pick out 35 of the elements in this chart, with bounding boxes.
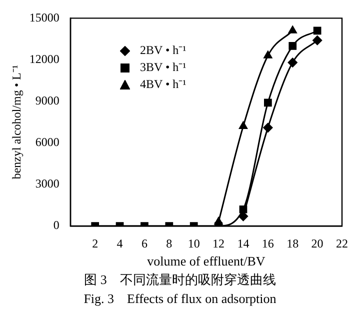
point: [264, 98, 272, 107]
caption: 图 3 不同流量时的吸附穿透曲线: [83, 271, 277, 289]
x-tick-label: 18: [286, 236, 299, 250]
point: [288, 58, 298, 68]
point: [288, 42, 297, 50]
x-axis-title: volume of effluent/BV: [147, 254, 266, 269]
point: [313, 26, 322, 35]
legend-label: 2BV • h⁻¹: [140, 42, 186, 59]
x-tick-label: 8: [166, 236, 172, 250]
y-axis-title: benzyl alcohol/mg • L⁻¹: [9, 64, 24, 180]
point: [312, 36, 322, 46]
y-tick-label: 6000: [35, 135, 60, 150]
x-tick-label: 20: [311, 236, 324, 250]
point: [288, 26, 297, 34]
x-tick-label: 2: [92, 236, 98, 250]
y-tick-label: 15000: [29, 10, 60, 24]
y-tick-label: 9000: [35, 93, 60, 108]
point: [263, 122, 273, 132]
caption: Fig. 3 Effects of flux on adsorption: [82, 290, 278, 308]
x-tick-label: 10: [188, 236, 200, 250]
x-tick-label: 12: [212, 236, 225, 250]
point: [239, 205, 248, 214]
y-tick-label: 0: [53, 218, 60, 232]
point: [264, 50, 272, 58]
x-tick-label: 14: [237, 236, 250, 250]
x-tick-label: 16: [262, 236, 274, 250]
legend-label: 4BV • h⁻¹: [140, 76, 186, 93]
x-tick-label: 22: [336, 236, 348, 250]
legend-label: 3BV • h⁻¹: [140, 59, 186, 76]
point: [214, 217, 223, 225]
point: [239, 122, 248, 130]
y-tick-label: 3000: [35, 176, 60, 191]
x-tick-label: 4: [116, 236, 123, 250]
y-tick-label: 12000: [29, 52, 60, 66]
x-tick-label: 6: [141, 236, 148, 250]
